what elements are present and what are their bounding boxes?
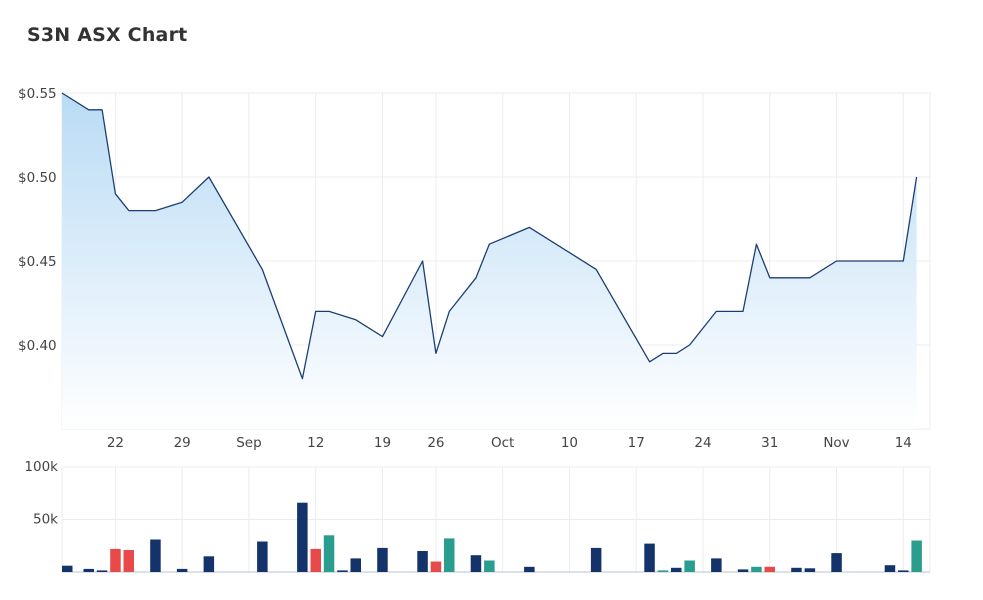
volume-bar bbox=[297, 502, 308, 572]
volume-bar bbox=[203, 556, 215, 573]
volume-bar bbox=[524, 566, 535, 573]
volume-bar bbox=[644, 543, 655, 572]
volume-bar bbox=[470, 555, 482, 572]
date-x-tick-label: 12 bbox=[307, 435, 324, 451]
volume-bar bbox=[671, 567, 682, 572]
date-x-tick-label: 31 bbox=[761, 435, 778, 451]
chart-title: S3N ASX Chart bbox=[27, 24, 188, 46]
date-x-tick-label: 14 bbox=[895, 435, 912, 451]
volume-bar bbox=[804, 568, 816, 572]
volume-bar bbox=[711, 558, 722, 572]
price-line bbox=[61, 92, 918, 380]
volume-bar bbox=[257, 541, 268, 572]
price-y-tick-label: $0.55 bbox=[18, 86, 57, 102]
volume-bar bbox=[430, 561, 442, 572]
volume-bar bbox=[96, 570, 108, 572]
volume-bar bbox=[417, 551, 428, 572]
volume-bar bbox=[444, 538, 455, 572]
date-x-tick-label: 22 bbox=[107, 435, 124, 451]
volume-bar bbox=[657, 570, 669, 572]
volume-bar bbox=[684, 560, 695, 572]
volume-bars bbox=[62, 502, 922, 573]
volume-bar bbox=[764, 566, 775, 573]
date-x-tick-label: 10 bbox=[561, 435, 578, 451]
date-x-tick-label: 24 bbox=[694, 435, 711, 451]
volume-bar bbox=[110, 548, 121, 572]
volume-bar bbox=[350, 558, 361, 572]
volume-bar bbox=[751, 566, 762, 573]
volume-bar bbox=[83, 568, 94, 572]
price-y-tick-label: $0.40 bbox=[18, 338, 57, 354]
volume-bar bbox=[310, 548, 321, 572]
date-x-axis: 22 29 Sep 12 19 26 Oct 10 17 24 31 Nov 14 bbox=[107, 435, 912, 451]
volume-bar bbox=[62, 565, 73, 572]
volume-bar bbox=[323, 535, 335, 573]
volume-bar bbox=[737, 569, 749, 572]
date-x-tick-label: Sep bbox=[236, 435, 261, 451]
volume-bar bbox=[377, 547, 388, 572]
volume-bar bbox=[884, 565, 896, 572]
date-x-tick-label: 17 bbox=[628, 435, 645, 451]
volume-bar bbox=[898, 570, 909, 572]
date-x-tick-label: 19 bbox=[374, 435, 391, 451]
date-x-tick-label: Oct bbox=[491, 435, 514, 451]
date-x-tick-label: Nov bbox=[823, 435, 849, 451]
volume-bar bbox=[337, 570, 348, 572]
date-x-tick-label: 29 bbox=[174, 435, 191, 451]
price-area-fill bbox=[62, 93, 917, 429]
volume-y-tick-label: 100k bbox=[24, 459, 58, 475]
volume-bar bbox=[791, 567, 802, 572]
volume-bar bbox=[831, 553, 842, 572]
price-y-axis: $0.55 $0.50 $0.45 $0.40 bbox=[18, 86, 57, 354]
volume-bar bbox=[911, 540, 922, 572]
volume-bar bbox=[150, 539, 161, 572]
price-area bbox=[61, 92, 918, 429]
volume-bar bbox=[123, 550, 134, 572]
date-x-tick-label: 26 bbox=[427, 435, 444, 451]
volume-y-axis: 100k 50k bbox=[24, 459, 58, 528]
volume-y-tick-label: 50k bbox=[33, 512, 58, 528]
volume-bar bbox=[590, 547, 602, 572]
volume-grid bbox=[61, 466, 931, 573]
price-y-tick-label: $0.45 bbox=[18, 254, 57, 270]
volume-bar bbox=[176, 568, 188, 572]
price-y-tick-label: $0.50 bbox=[18, 170, 57, 186]
volume-bar bbox=[484, 560, 495, 572]
